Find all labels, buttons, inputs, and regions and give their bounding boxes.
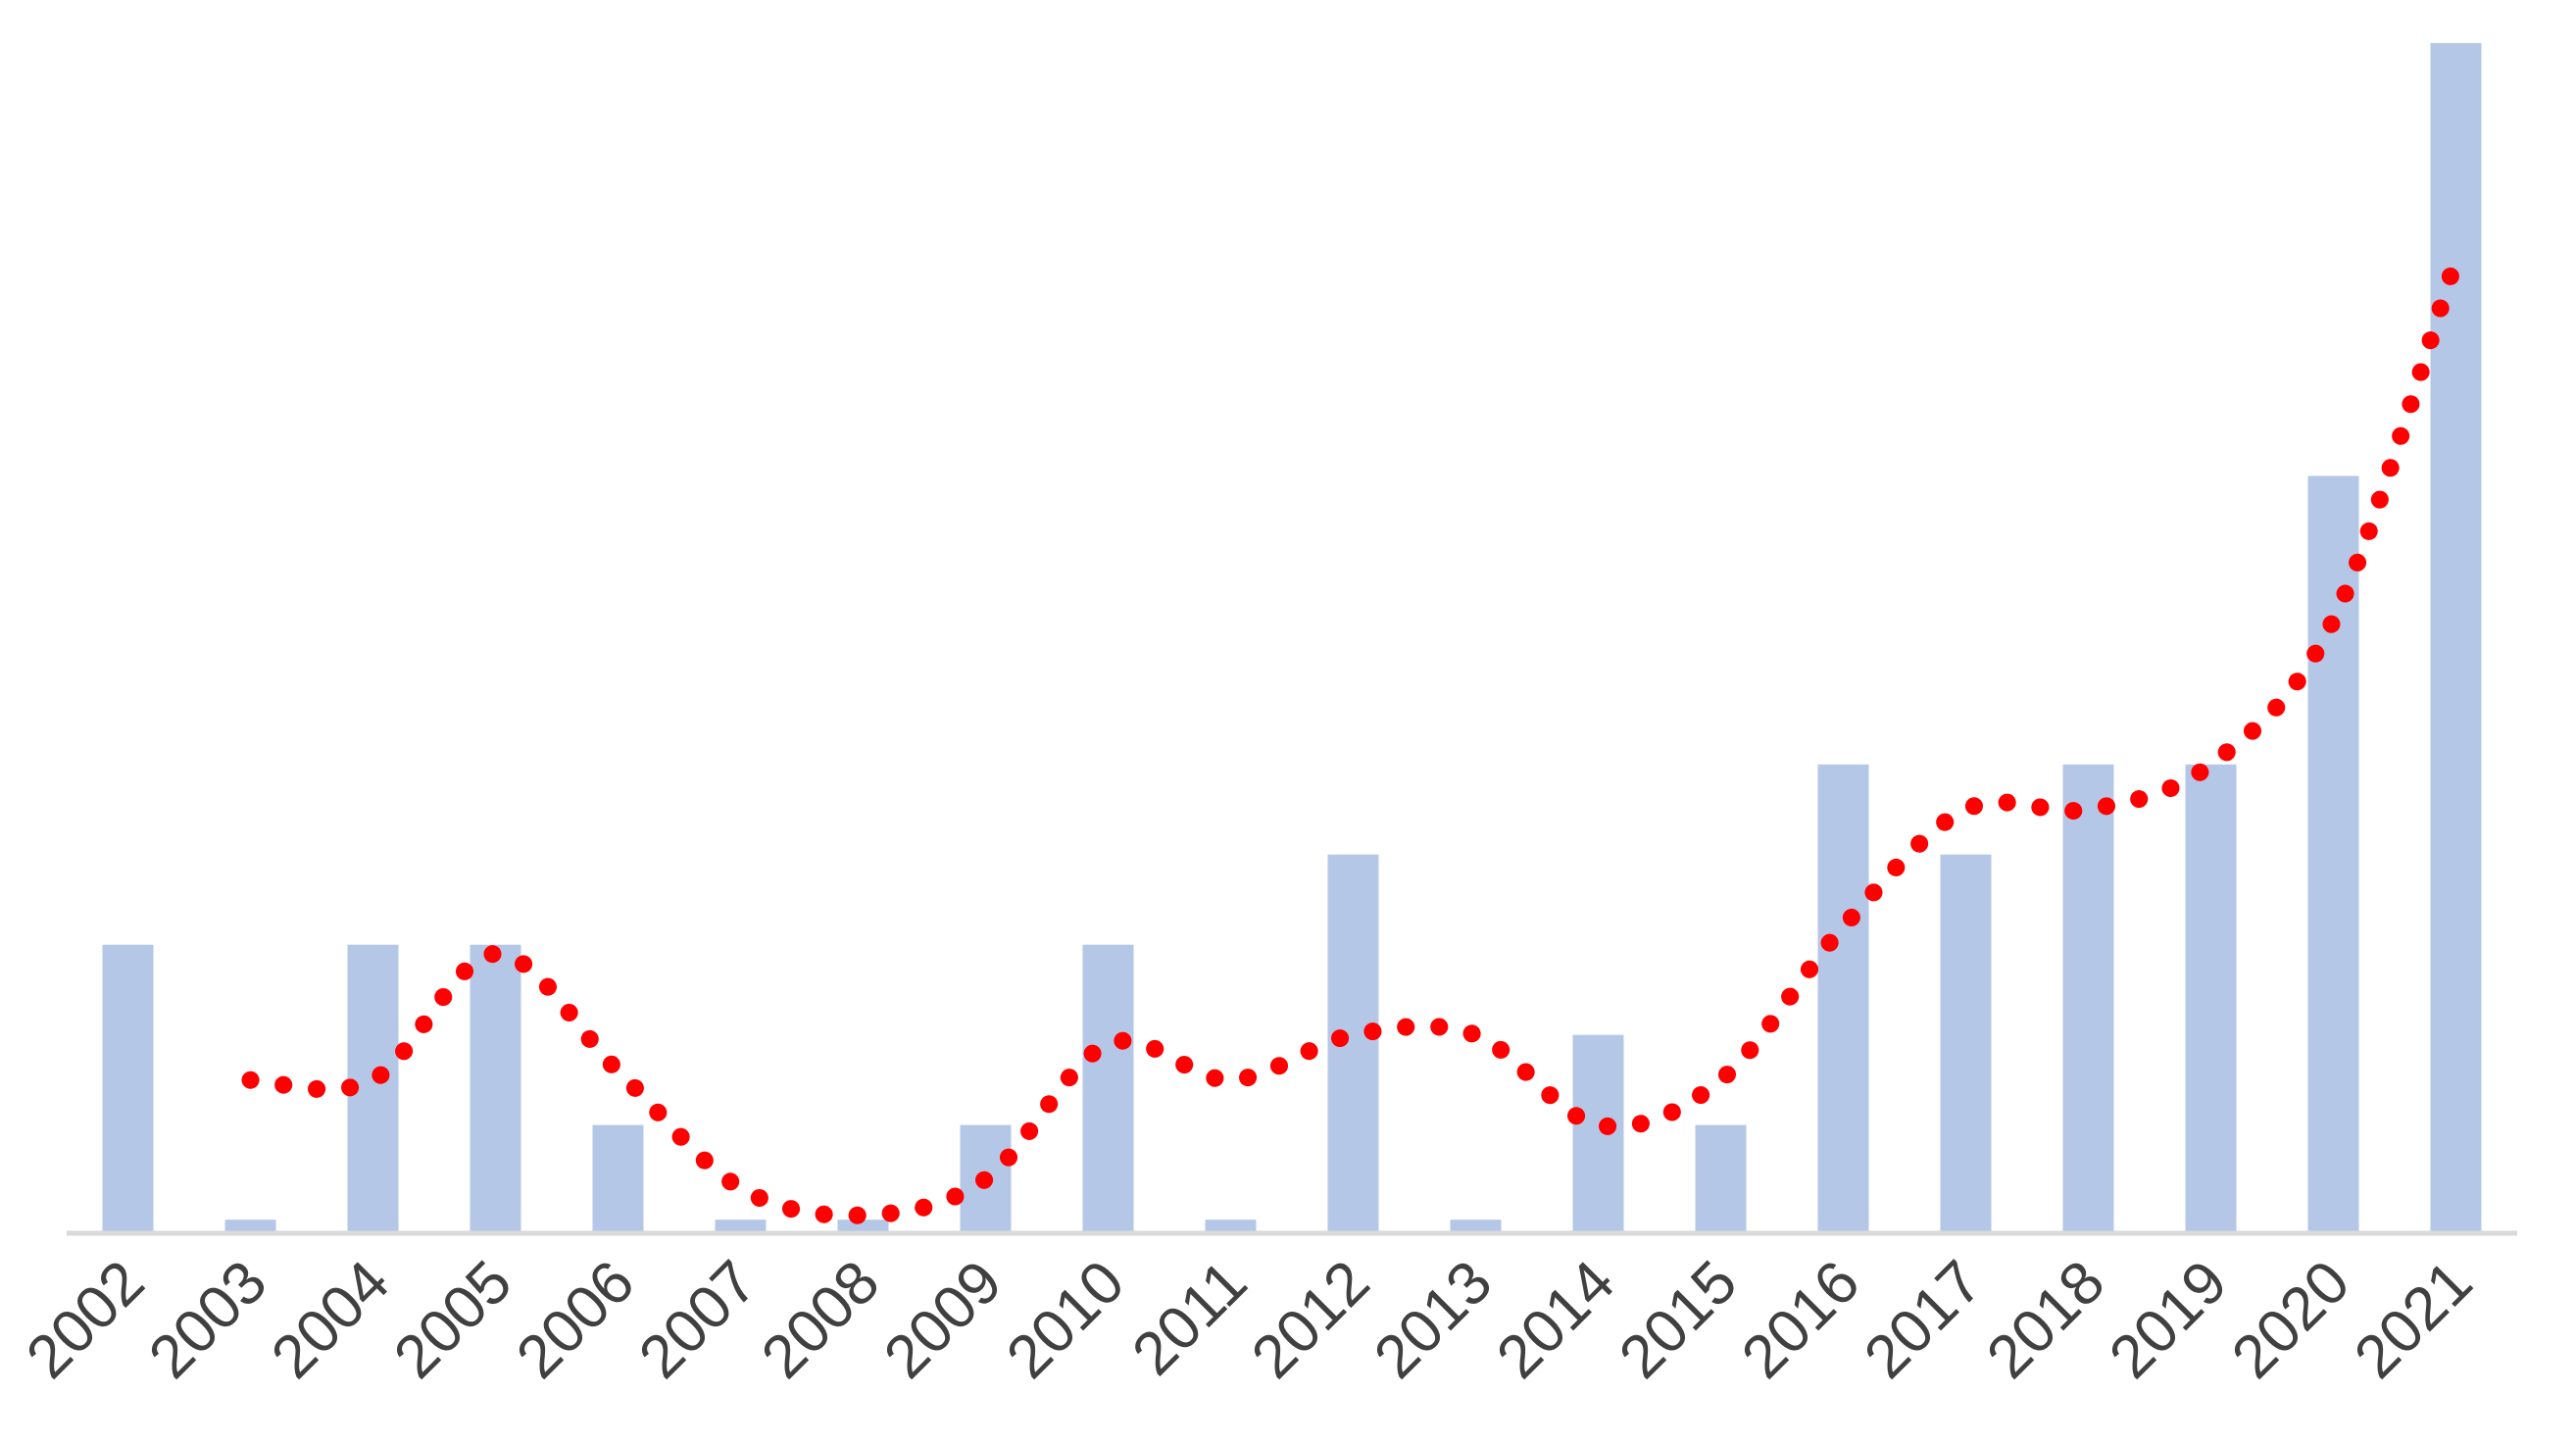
x-tick-label: 2013 <box>1362 1248 1505 1391</box>
x-tick-label: 2010 <box>994 1248 1137 1391</box>
x-tick-label: 2014 <box>1484 1248 1627 1391</box>
bar-2016 <box>1817 764 1869 1233</box>
bar-2003 <box>224 1220 276 1233</box>
x-tick-label: 2009 <box>871 1248 1015 1391</box>
bar-2013 <box>1450 1220 1502 1233</box>
x-tick-label: 2007 <box>626 1248 769 1391</box>
bar-2021 <box>2430 43 2482 1233</box>
x-tick-label: 2002 <box>14 1248 157 1391</box>
bar-2011 <box>1205 1220 1257 1233</box>
x-tick-label: 2006 <box>504 1248 647 1391</box>
x-tick-label: 2012 <box>1239 1248 1382 1391</box>
x-tick-label: 2003 <box>136 1248 279 1391</box>
bar-2002 <box>102 944 154 1233</box>
x-tick-labels: 2002200320042005200620072008200920102011… <box>14 1248 2485 1391</box>
x-tick-label: 2020 <box>2219 1248 2362 1391</box>
bar-2007 <box>715 1220 767 1233</box>
bar-2006 <box>592 1124 644 1233</box>
bar-2020 <box>2307 475 2359 1233</box>
x-tick-label: 2016 <box>1729 1248 1872 1391</box>
bar-2018 <box>2062 764 2114 1233</box>
x-tick-label: 2018 <box>1974 1248 2117 1391</box>
bar-2005 <box>470 944 521 1233</box>
bar-2015 <box>1695 1124 1747 1233</box>
x-tick-label: 2005 <box>381 1248 524 1391</box>
trend-line <box>241 250 2465 1224</box>
bar-2010 <box>1082 944 1134 1233</box>
x-tick-label: 2021 <box>2342 1248 2485 1391</box>
x-tick-label: 2004 <box>259 1248 402 1391</box>
bar-2017 <box>1940 854 1992 1233</box>
bar-2014 <box>1572 1034 1624 1233</box>
bar-2008 <box>837 1220 889 1233</box>
x-tick-label: 2017 <box>1852 1248 1995 1391</box>
bars-layer <box>102 43 2482 1233</box>
bar-2019 <box>2185 764 2237 1233</box>
x-tick-label: 2019 <box>2097 1248 2240 1391</box>
x-tick-label: 2008 <box>749 1248 892 1391</box>
x-tick-label: 2015 <box>1607 1248 1750 1391</box>
trend-line-layer <box>241 250 2465 1224</box>
x-tick-label: 2011 <box>1119 1248 1260 1388</box>
